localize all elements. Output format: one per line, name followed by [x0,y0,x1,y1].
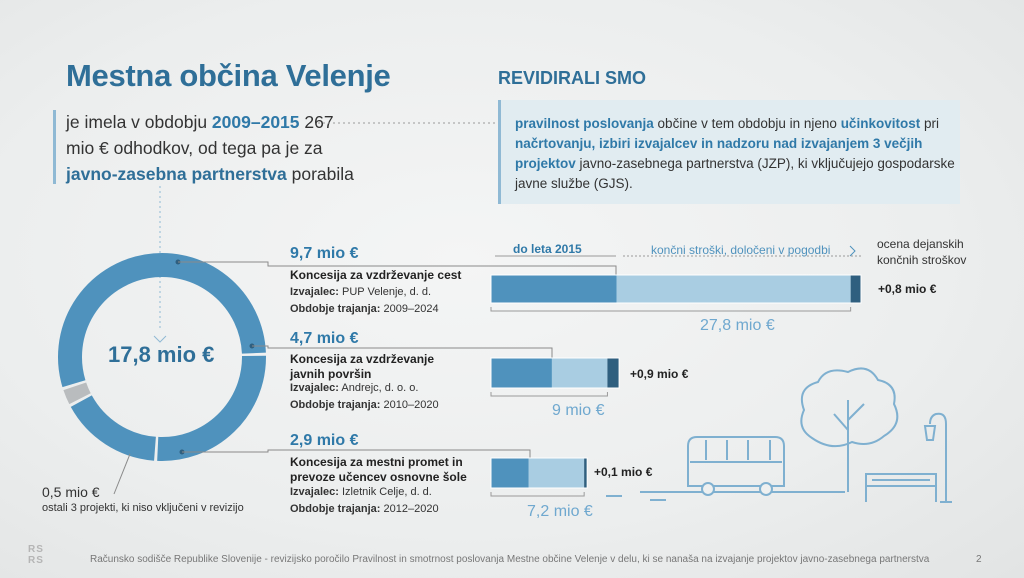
project3-contractor-label: Izvajalec: [290,486,339,498]
project3-title: Koncesija za mestni promet in prevoze uč… [290,455,467,484]
intro-part2: 267 mio € odhodkov, od tega pa je za [66,112,334,158]
project1-connector [178,261,617,275]
rev-hl3: načrtovanju, izbiri izvajalcev in nadzor… [515,136,870,151]
project1-bar-extra [850,275,861,303]
bench-icon [865,473,937,487]
project3-period: 2012–2020 [383,503,439,515]
tree-icon [800,367,899,448]
rev-t1: občine v tem obdobju in njeno [653,116,841,131]
donut-segment-2 [157,355,266,461]
header-until-2015: do leta 2015 [513,242,582,256]
bus-icon [687,436,785,487]
project2-period-label: Obdobje trajanja: [290,399,381,411]
project1-bar-until-2015 [491,275,617,303]
footer-text: Računsko sodišče Republike Slovenije - r… [90,554,930,565]
project1-amount: 9,7 mio € [290,245,359,262]
project1-contractor-label: Izvajalec: [290,286,339,298]
page-number: 2 [976,554,982,565]
header-estimate: ocena dejanskih končnih stroškov [877,236,966,268]
project3-final-bracket [490,492,585,497]
intro-part1: je imela v obdobju [66,112,212,132]
project2-bar-frame [490,357,620,389]
project2-contractor: Andrejc, d. o. o. [341,382,419,394]
project3-bar-frame [490,457,588,489]
project3-amount: 2,9 mio € [290,432,359,449]
city-illustration [606,367,952,503]
donut-segment-3 [70,395,157,461]
project1-extra-label: +0,8 mio € [878,282,937,296]
project2-final-label: 9 mio € [552,402,605,419]
rev-t2: pri [920,116,939,131]
project1-title: Koncesija za vzdrževanje cest [290,268,462,282]
final-costs-arrow [849,245,856,257]
project1-bar-frame [490,274,862,304]
lamp-icon [929,412,947,502]
project1-period: 2009–2024 [383,303,439,315]
project3-final-label: 7,2 mio € [527,503,593,520]
rev-hl2: učinkovitost [840,116,921,131]
project3-bar-until-2015 [491,458,529,488]
project3-contractor: Izletnik Celje, d. d. [341,486,432,498]
intro-part3: porabila [286,164,354,184]
project2-meta: Izvajalec: Andrejc, d. o. o. Obdobje tra… [290,380,439,414]
project2-final-bracket [490,392,608,397]
project2-period: 2010–2020 [383,399,439,411]
other-connector [113,453,131,495]
donut-connector-arrow [153,335,167,343]
rev-t4: javno-zasebnega partnerstva (JZP), ki vk… [515,156,955,191]
intro-ppp: javno-zasebna partnerstva [66,164,287,184]
intro-period: 2009–2015 [211,112,300,132]
logo-line2: RS [28,555,44,566]
project3-extra-label: +0,1 mio € [594,465,653,479]
project2-extra-label: +0,9 mio € [630,367,689,381]
project3-connector [182,449,531,458]
project1-period-label: Obdobje trajanja: [290,303,381,315]
intro-text: je imela v obdobju 2009–2015 267 mio € o… [66,109,366,187]
other-projects-desc: ostali 3 projekti, ki niso vključeni v r… [42,502,244,514]
donut-segment-1 [58,253,266,388]
donut-total-label: 17,8 mio € [108,342,215,367]
revision-heading: REVIDIRALI SMO [498,68,647,88]
revision-box [498,100,960,204]
project1-meta: Izvajalec: PUP Velenje, d. d. Obdobje tr… [290,284,439,318]
intro-accent-bar [53,110,56,184]
project1-final-bracket [490,307,852,312]
donut-segment-4 [63,382,91,405]
cost-bars [490,274,862,497]
header-estimate-line1: ocena dejanskih [877,237,964,251]
project1-contractor: PUP Velenje, d. d. [341,286,432,298]
page-title: Mestna občina Velenje [66,58,391,93]
logo-line1: RS [28,544,44,555]
logo: RS RS [28,544,44,566]
project2-contractor-label: Izvajalec: [290,382,339,394]
project2-bar-extra [607,358,620,388]
rev-hl1: pravilnost poslovanja [515,116,654,131]
project2-connector [252,345,553,358]
header-estimate-line2: končnih stroškov [877,253,967,267]
project3-bar-extra [584,458,588,488]
revision-text: pravilnost poslovanja občine v tem obdob… [515,114,955,194]
project2-bar-until-2015 [491,358,552,388]
project3-meta: Izvajalec: Izletnik Celje, d. d. Obdobje… [290,484,439,518]
project2-title: Koncesija za vzdrževanje javnih površin [290,352,435,381]
rev-hl4: 3 večjih projektov [515,136,923,171]
project3-period-label: Obdobje trajanja: [290,503,381,515]
project1-final-label: 27,8 mio € [700,317,775,334]
donut-chart [58,253,266,461]
project2-amount: 4,7 mio € [290,330,359,347]
header-final-costs: končni stroški, določeni v pogodbi [651,243,831,257]
other-projects-amount: 0,5 mio € [42,484,100,500]
